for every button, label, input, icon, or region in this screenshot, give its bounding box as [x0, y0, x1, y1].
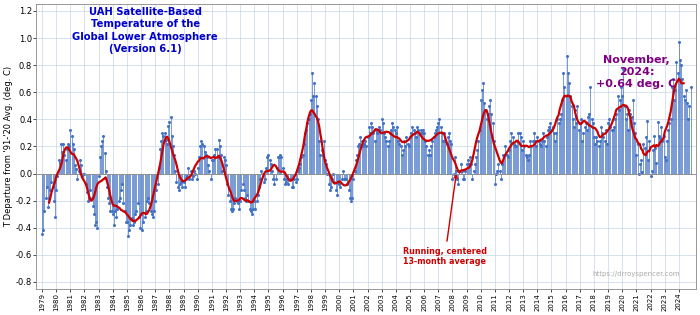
Text: November,
2024:
+0.64 deg. C: November, 2024: +0.64 deg. C — [596, 55, 677, 89]
Y-axis label: T Departure from '91-'20 Avg. (deg. C): T Departure from '91-'20 Avg. (deg. C) — [4, 66, 13, 227]
Text: https://drroyspencer.com: https://drroyspencer.com — [593, 271, 680, 277]
Text: Running, centered
13-month average: Running, centered 13-month average — [403, 175, 487, 266]
Text: UAH Satellite-Based
Temperature of the
Global Lower Atmosphere
(Version 6.1): UAH Satellite-Based Temperature of the G… — [72, 7, 218, 54]
